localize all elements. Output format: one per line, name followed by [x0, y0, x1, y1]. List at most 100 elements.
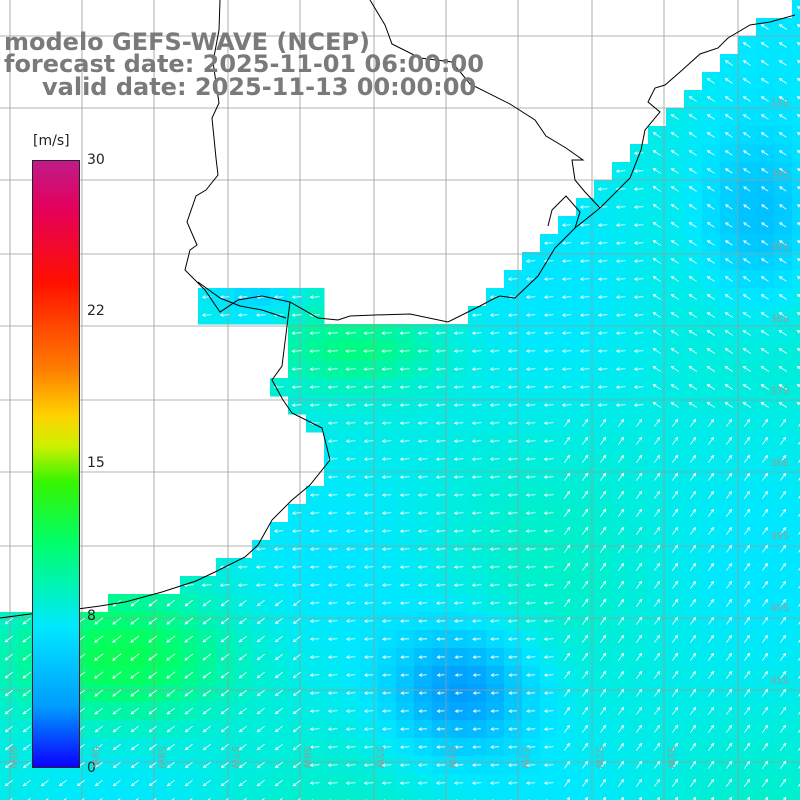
wind-arrow	[363, 781, 374, 785]
wind-arrow	[400, 655, 410, 659]
wind-arrow	[526, 709, 536, 713]
wind-arrow	[435, 511, 446, 515]
wind-arrow	[760, 132, 769, 138]
wind-speed-cell	[108, 792, 127, 800]
wind-arrow	[744, 598, 751, 607]
wind-arrow	[742, 366, 751, 372]
wind-speed-cell	[558, 792, 577, 800]
wind-arrow	[453, 349, 464, 353]
wind-arrow	[381, 745, 392, 749]
wind-arrow	[579, 259, 590, 263]
wind-arrow	[778, 240, 787, 246]
wind-arrow	[708, 652, 715, 661]
wind-arrow	[582, 778, 589, 787]
wind-arrow	[309, 385, 320, 389]
wind-arrow	[706, 150, 715, 156]
wind-arrow	[309, 331, 320, 335]
wind-arrow	[742, 42, 751, 48]
wind-arrow	[670, 186, 679, 192]
wind-arrow	[563, 472, 571, 481]
wind-arrow	[618, 760, 625, 769]
wind-arrow	[726, 436, 733, 445]
wind-arrow	[654, 562, 661, 571]
wind-arrow	[148, 599, 158, 607]
wind-arrow	[636, 670, 643, 679]
wind-arrow	[256, 599, 265, 607]
wind-arrow	[130, 671, 140, 679]
wind-arrow	[724, 186, 733, 192]
wind-arrow	[454, 745, 464, 749]
wind-arrow	[363, 745, 374, 749]
wind-arrow	[94, 635, 104, 643]
wind-arrow	[489, 367, 500, 371]
wind-arrow	[453, 583, 464, 587]
wind-arrow	[654, 580, 661, 589]
wind-arrow	[543, 331, 554, 335]
wind-arrow	[237, 313, 248, 317]
wind-arrow	[690, 436, 697, 445]
wind-arrow	[81, 798, 85, 800]
wind-arrow	[471, 403, 482, 407]
wind-arrow	[652, 276, 661, 282]
wind-arrow	[742, 258, 751, 264]
wind-arrow	[778, 402, 787, 408]
wind-arrow	[255, 583, 266, 587]
wind-arrow	[688, 276, 697, 282]
wind-arrow	[726, 508, 733, 517]
wind-arrow	[381, 547, 392, 551]
wind-arrow	[798, 423, 800, 427]
wind-arrow	[525, 763, 536, 767]
wind-arrow	[724, 312, 733, 318]
wind-arrow	[798, 657, 800, 661]
wind-arrow	[652, 258, 661, 264]
wind-arrow	[112, 689, 122, 697]
wind-speed-cell	[54, 792, 73, 800]
wind-speed-cell	[702, 792, 721, 800]
wind-arrow	[690, 454, 697, 463]
wind-arrow	[27, 797, 31, 800]
wind-arrow	[633, 277, 644, 281]
wind-arrow	[345, 691, 356, 695]
wind-arrow	[672, 580, 679, 589]
wind-arrow	[780, 634, 787, 643]
wind-arrow	[690, 634, 697, 643]
wind-arrow	[112, 617, 122, 625]
wind-arrow	[436, 745, 446, 749]
wind-speed-cell	[234, 792, 253, 800]
wind-arrow	[761, 760, 769, 769]
wind-arrow	[202, 725, 211, 733]
wind-arrow	[708, 454, 715, 463]
wind-arrow	[471, 493, 482, 497]
wind-arrow	[726, 616, 733, 625]
wind-arrow	[617, 490, 625, 499]
wind-arrow	[399, 529, 410, 533]
wind-arrow	[220, 743, 229, 751]
wind-arrow	[363, 673, 374, 677]
wind-arrow	[273, 295, 284, 299]
wind-arrow	[130, 617, 140, 625]
wind-arrow	[778, 258, 787, 264]
wind-arrow	[381, 475, 392, 479]
wind-arrow	[363, 403, 374, 407]
wind-arrow	[615, 403, 626, 407]
wind-arrow	[780, 436, 787, 445]
wind-arrow	[273, 583, 284, 587]
wind-arrow	[238, 599, 247, 607]
wind-arrow	[148, 689, 158, 697]
wind-arrow	[400, 637, 410, 641]
wind-arrow	[363, 727, 374, 731]
wind-arrow	[381, 619, 392, 623]
wind-speed-cell	[792, 72, 800, 91]
wind-arrow	[166, 635, 176, 643]
wind-speed-cell	[792, 702, 800, 721]
wind-arrow	[256, 779, 265, 787]
wind-arrow	[507, 421, 518, 425]
wind-arrow	[597, 385, 608, 389]
wind-arrow	[507, 547, 518, 551]
wind-arrow	[292, 743, 301, 751]
wind-arrow	[435, 493, 446, 497]
wind-arrow	[706, 222, 715, 228]
wind-arrow	[399, 763, 410, 767]
wind-arrow	[363, 655, 374, 659]
